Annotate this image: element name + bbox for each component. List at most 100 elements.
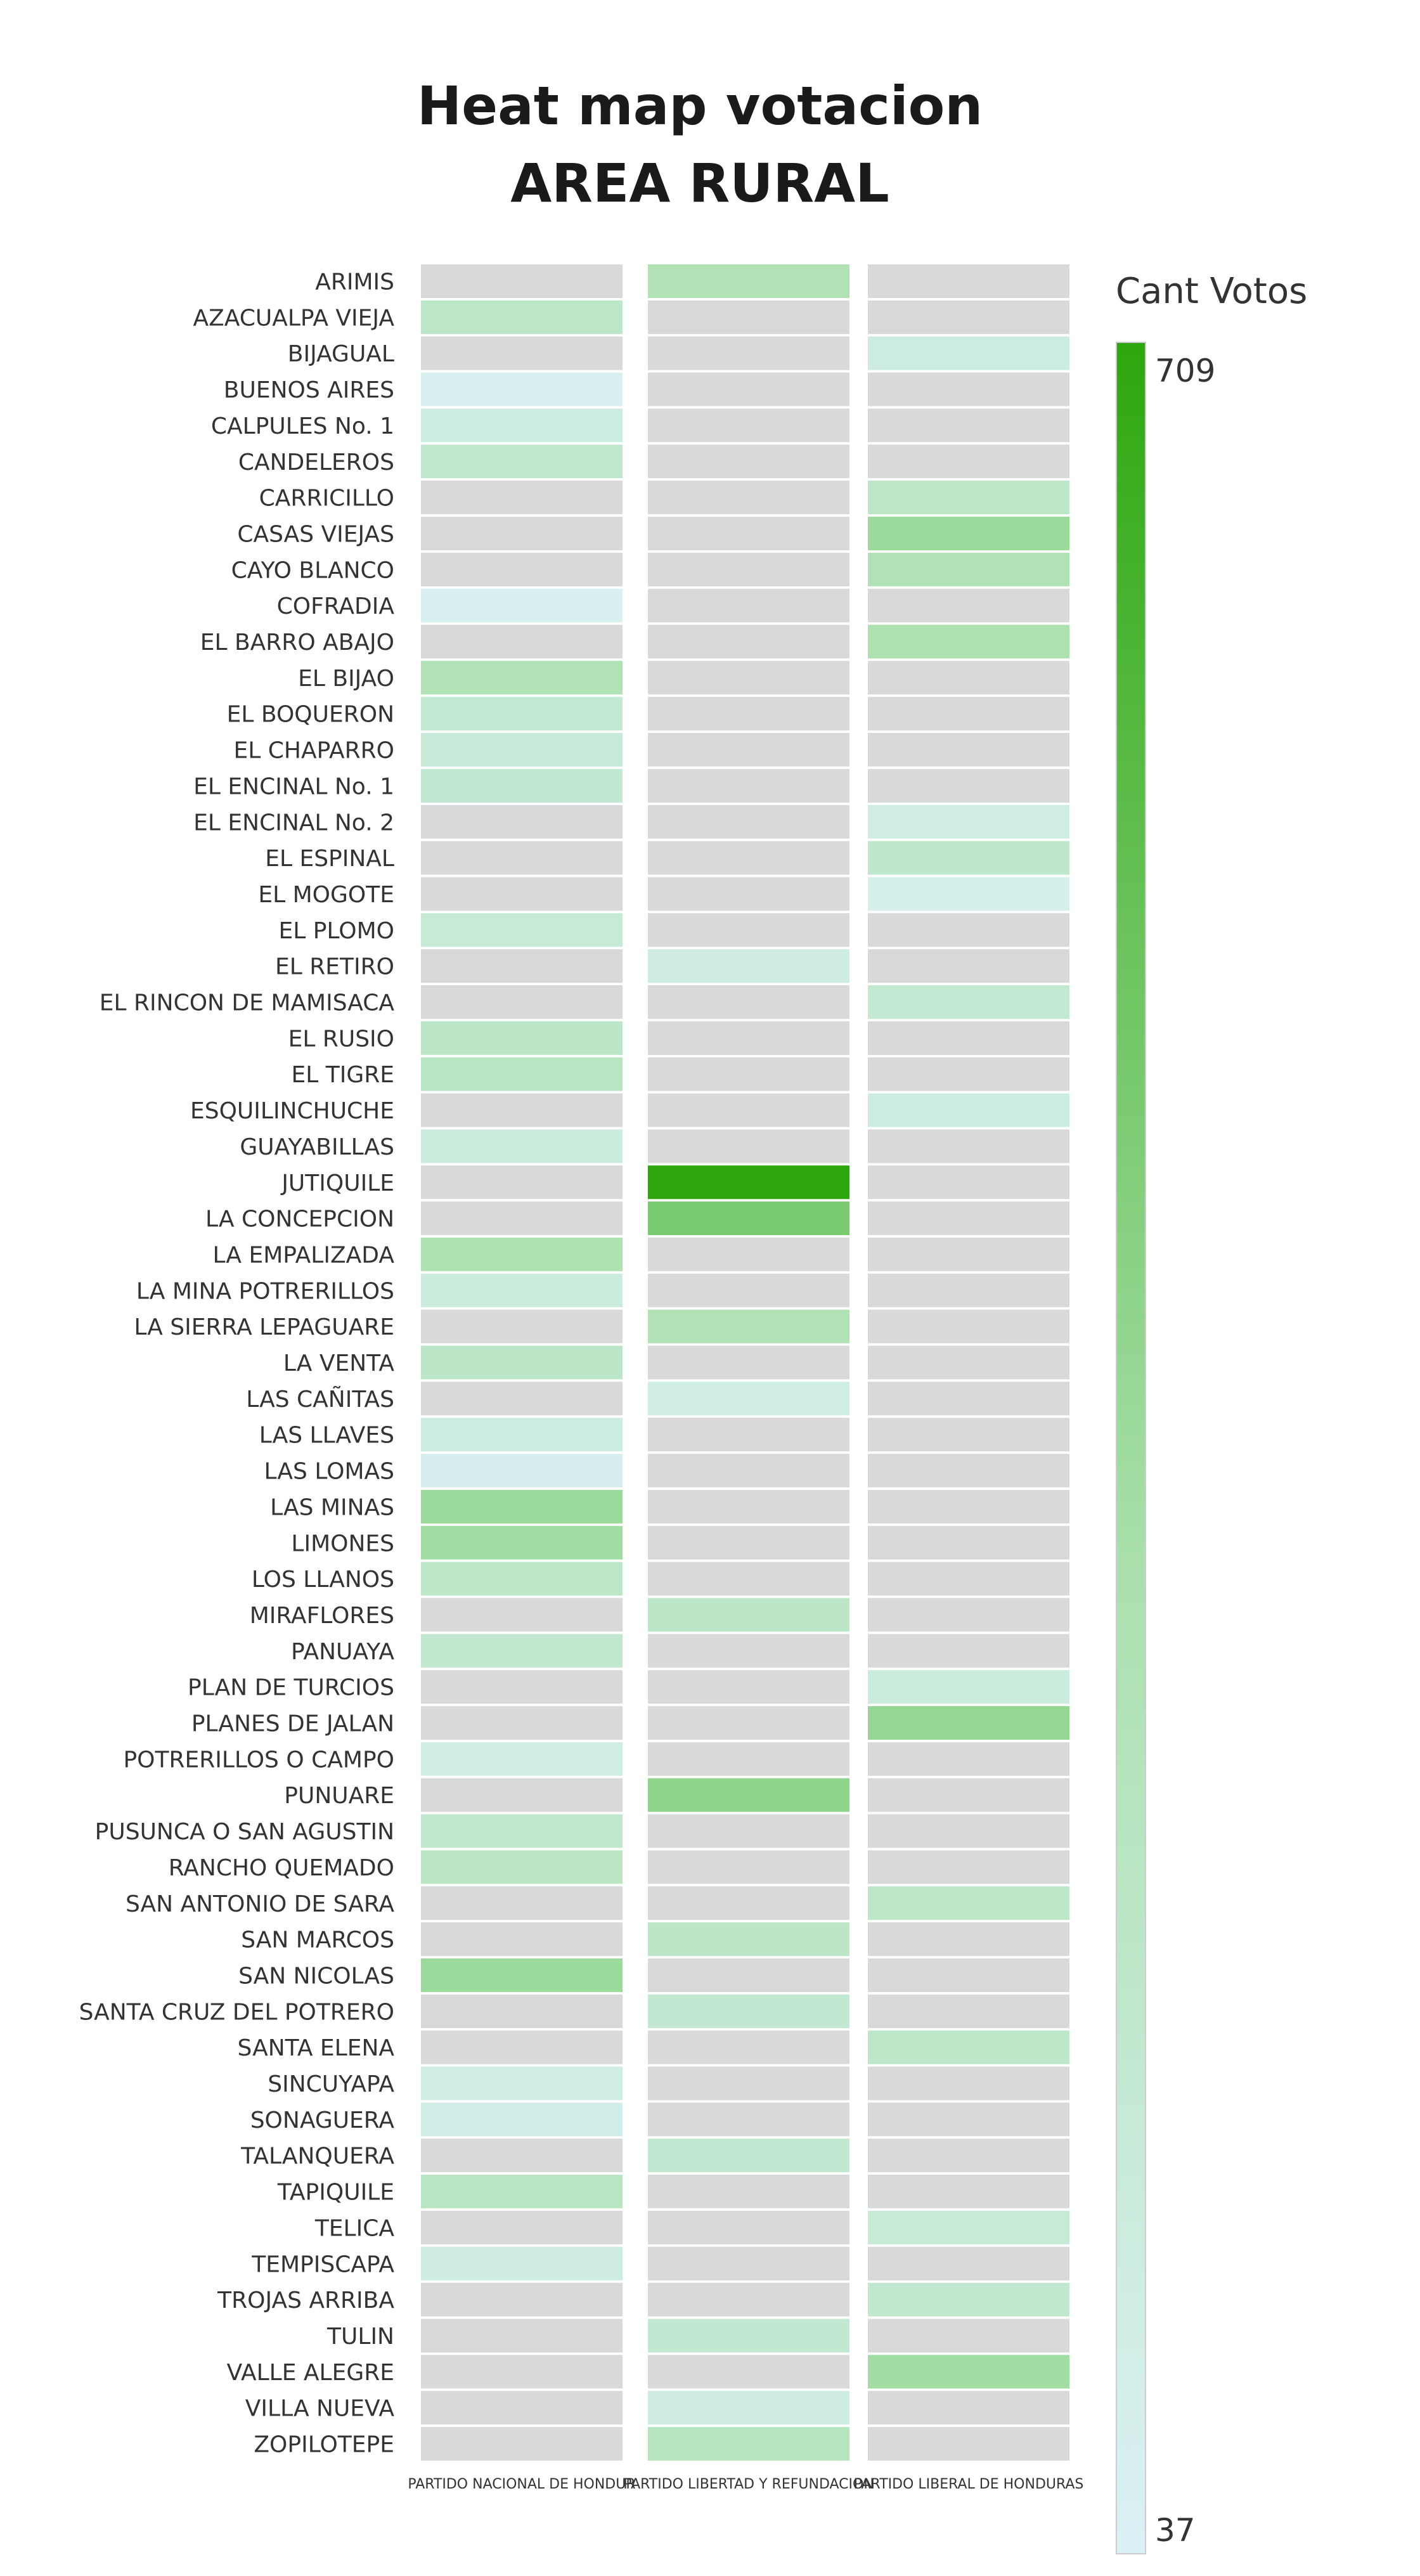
- heatmap-cell[interactable]: [648, 1670, 849, 1704]
- heatmap-cell[interactable]: [868, 372, 1069, 406]
- heatmap-cell[interactable]: [648, 661, 849, 695]
- heatmap-cell[interactable]: [868, 1129, 1069, 1163]
- heatmap-cell[interactable]: [868, 1237, 1069, 1271]
- heatmap-cell[interactable]: [648, 1958, 849, 1992]
- heatmap-cell[interactable]: [648, 481, 849, 515]
- heatmap-cell[interactable]: [648, 1778, 849, 1812]
- heatmap-cell[interactable]: [868, 2427, 1069, 2461]
- heatmap-cell[interactable]: [868, 1634, 1069, 1668]
- heatmap-cell[interactable]: [421, 2210, 623, 2244]
- heatmap-cell[interactable]: [421, 444, 623, 479]
- heatmap-cell[interactable]: [868, 1382, 1069, 1416]
- heatmap-cell[interactable]: [648, 2391, 849, 2425]
- heatmap-cell[interactable]: [868, 1670, 1069, 1704]
- heatmap-cell[interactable]: [421, 1273, 623, 1307]
- heatmap-cell[interactable]: [868, 516, 1069, 550]
- heatmap-cell[interactable]: [868, 552, 1069, 586]
- heatmap-cell[interactable]: [648, 1129, 849, 1163]
- heatmap-cell[interactable]: [421, 1670, 623, 1704]
- heatmap-cell[interactable]: [648, 2102, 849, 2137]
- heatmap-cell[interactable]: [421, 2319, 623, 2353]
- heatmap-cell[interactable]: [648, 2282, 849, 2317]
- heatmap-cell[interactable]: [421, 588, 623, 623]
- heatmap-cell[interactable]: [421, 661, 623, 695]
- heatmap-cell[interactable]: [648, 841, 849, 875]
- heatmap-cell[interactable]: [648, 552, 849, 586]
- heatmap-cell[interactable]: [421, 2102, 623, 2137]
- heatmap-cell[interactable]: [648, 408, 849, 443]
- heatmap-cell[interactable]: [868, 2139, 1069, 2173]
- heatmap-cell[interactable]: [421, 1706, 623, 1740]
- heatmap-cell[interactable]: [648, 2319, 849, 2353]
- heatmap-cell[interactable]: [421, 1886, 623, 1920]
- heatmap-cell[interactable]: [648, 768, 849, 803]
- heatmap-cell[interactable]: [421, 1742, 623, 1776]
- heatmap-cell[interactable]: [648, 2210, 849, 2244]
- heatmap-cell[interactable]: [868, 408, 1069, 443]
- heatmap-cell[interactable]: [421, 1093, 623, 1127]
- heatmap-cell[interactable]: [421, 481, 623, 515]
- heatmap-cell[interactable]: [421, 1850, 623, 1884]
- heatmap-cell[interactable]: [648, 1201, 849, 1236]
- heatmap-cell[interactable]: [421, 2282, 623, 2317]
- heatmap-cell[interactable]: [421, 1634, 623, 1668]
- heatmap-cell[interactable]: [648, 2139, 849, 2173]
- heatmap-cell[interactable]: [868, 1165, 1069, 1200]
- heatmap-cell[interactable]: [868, 913, 1069, 947]
- heatmap-cell[interactable]: [421, 552, 623, 586]
- heatmap-cell[interactable]: [868, 805, 1069, 839]
- heatmap-cell[interactable]: [421, 2246, 623, 2281]
- heatmap-cell[interactable]: [421, 1309, 623, 1343]
- heatmap-cell[interactable]: [868, 2175, 1069, 2209]
- heatmap-cell[interactable]: [421, 1922, 623, 1957]
- heatmap-cell[interactable]: [648, 1273, 849, 1307]
- heatmap-cell[interactable]: [648, 625, 849, 659]
- heatmap-cell[interactable]: [648, 1309, 849, 1343]
- heatmap-cell[interactable]: [868, 625, 1069, 659]
- heatmap-cell[interactable]: [421, 733, 623, 767]
- heatmap-cell[interactable]: [868, 1345, 1069, 1380]
- heatmap-cell[interactable]: [648, 2066, 849, 2100]
- heatmap-cell[interactable]: [421, 1021, 623, 1055]
- heatmap-cell[interactable]: [868, 2282, 1069, 2317]
- heatmap-cell[interactable]: [421, 2427, 623, 2461]
- heatmap-cell[interactable]: [421, 1778, 623, 1812]
- heatmap-cell[interactable]: [648, 2246, 849, 2281]
- heatmap-cell[interactable]: [648, 1598, 849, 1632]
- heatmap-cell[interactable]: [868, 1021, 1069, 1055]
- heatmap-cell[interactable]: [868, 1418, 1069, 1452]
- heatmap-cell[interactable]: [421, 949, 623, 983]
- heatmap-cell[interactable]: [868, 1454, 1069, 1488]
- heatmap-cell[interactable]: [421, 1489, 623, 1524]
- heatmap-cell[interactable]: [421, 1418, 623, 1452]
- heatmap-cell[interactable]: [648, 1021, 849, 1055]
- heatmap-cell[interactable]: [648, 264, 849, 298]
- heatmap-cell[interactable]: [421, 1129, 623, 1163]
- heatmap-cell[interactable]: [648, 949, 849, 983]
- heatmap-cell[interactable]: [868, 1958, 1069, 1992]
- heatmap-cell[interactable]: [421, 697, 623, 731]
- heatmap-cell[interactable]: [648, 1165, 849, 1200]
- heatmap-cell[interactable]: [421, 1237, 623, 1271]
- heatmap-cell[interactable]: [648, 2427, 849, 2461]
- heatmap-cell[interactable]: [648, 913, 849, 947]
- heatmap-cell[interactable]: [421, 1814, 623, 1848]
- heatmap-cell[interactable]: [421, 2391, 623, 2425]
- heatmap-cell[interactable]: [421, 408, 623, 443]
- heatmap-cell[interactable]: [421, 841, 623, 875]
- heatmap-cell[interactable]: [648, 1850, 849, 1884]
- heatmap-cell[interactable]: [421, 2355, 623, 2389]
- heatmap-cell[interactable]: [421, 1598, 623, 1632]
- heatmap-cell[interactable]: [648, 1418, 849, 1452]
- heatmap-cell[interactable]: [648, 1634, 849, 1668]
- heatmap-cell[interactable]: [421, 1165, 623, 1200]
- heatmap-cell[interactable]: [868, 2355, 1069, 2389]
- heatmap-cell[interactable]: [421, 1562, 623, 1596]
- heatmap-cell[interactable]: [648, 1454, 849, 1488]
- heatmap-cell[interactable]: [648, 516, 849, 550]
- heatmap-cell[interactable]: [868, 264, 1069, 298]
- heatmap-cell[interactable]: [648, 1922, 849, 1957]
- heatmap-cell[interactable]: [648, 877, 849, 911]
- heatmap-cell[interactable]: [421, 336, 623, 370]
- heatmap-cell[interactable]: [868, 1273, 1069, 1307]
